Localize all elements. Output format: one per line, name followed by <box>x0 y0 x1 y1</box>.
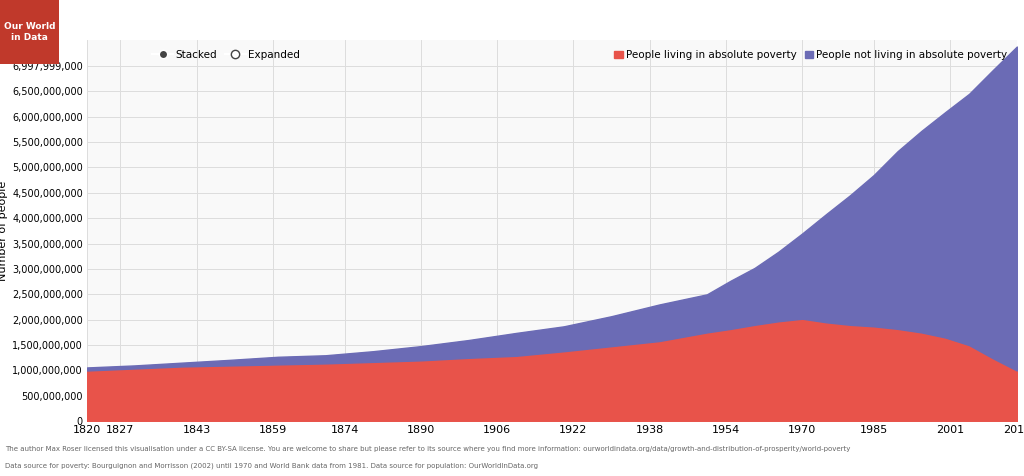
Y-axis label: Number of people: Number of people <box>0 181 8 281</box>
Legend: People living in absolute poverty, People not living in absolute poverty: People living in absolute poverty, Peopl… <box>610 46 1012 64</box>
Text: Data source for poverty: Bourguignon and Morrisson (2002) until 1970 and World B: Data source for poverty: Bourguignon and… <box>5 463 539 469</box>
Text: The author Max Roser licensed this visualisation under a CC BY-SA license. You a: The author Max Roser licensed this visua… <box>5 446 851 453</box>
Text: Our World
in Data: Our World in Data <box>4 22 55 42</box>
